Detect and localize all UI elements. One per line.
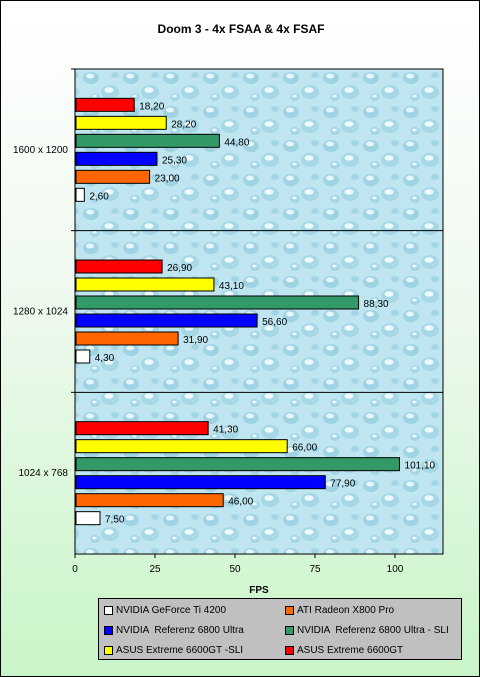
bar: [75, 277, 215, 292]
bar: [75, 313, 258, 328]
legend-label: NVIDIA Referenz 6800 Ultra: [116, 624, 244, 636]
legend-item: ASUS Extreme 6600GT -SLI: [99, 640, 280, 660]
legend-item: NVIDIA Referenz 6800 Ultra - SLI: [280, 620, 461, 640]
bar: [75, 97, 135, 112]
data-label: 18,20: [139, 101, 164, 112]
bar: [75, 151, 158, 166]
data-label: 26,90: [167, 263, 192, 274]
data-label: 2,60: [89, 191, 109, 202]
category-label: 1280 x 1024: [13, 307, 68, 318]
bar: [75, 439, 288, 454]
legend-swatch: [104, 605, 113, 615]
bar: [75, 493, 224, 508]
legend-item: ATI Radeon X800 Pro: [280, 600, 461, 620]
data-label: 7,50: [105, 515, 125, 526]
bar: [75, 187, 85, 202]
legend-swatch: [285, 625, 294, 635]
legend-label: NVIDIA Referenz 6800 Ultra - SLI: [297, 624, 449, 636]
bar: [75, 511, 101, 526]
bar: [75, 259, 163, 274]
bar: [75, 331, 179, 346]
data-label: 88,30: [364, 299, 389, 310]
legend-item: NVIDIA Referenz 6800 Ultra: [99, 620, 280, 640]
data-label: 66,00: [292, 443, 317, 454]
plot-area: [74, 68, 444, 555]
chart-title: Doom 3 - 4x FSAA & 4x FSAF: [158, 22, 325, 36]
data-label: 23,00: [155, 173, 180, 184]
bar: [75, 421, 209, 436]
legend-swatch: [104, 645, 113, 655]
bar: [75, 133, 220, 148]
data-label: 44,80: [224, 137, 249, 148]
data-label: 28,20: [171, 119, 196, 130]
legend-swatch: [285, 645, 294, 655]
bar: [75, 457, 401, 472]
data-label: 31,90: [183, 335, 208, 346]
x-tick-label: 100: [387, 564, 404, 575]
bar: [75, 295, 360, 310]
legend: NVIDIA GeForce Ti 4200 ATI Radeon X800 Pr…: [98, 598, 462, 660]
legend-item: NVIDIA GeForce Ti 4200: [99, 600, 280, 620]
bar: [75, 115, 167, 130]
x-tick-label: 0: [72, 564, 78, 575]
category-label: 1600 x 1200: [13, 145, 68, 156]
bar: [75, 349, 91, 364]
data-label: 46,00: [228, 497, 253, 508]
legend-label: NVIDIA GeForce Ti 4200: [116, 604, 227, 616]
data-label: 43,10: [219, 281, 244, 292]
bar: [75, 475, 326, 490]
data-label: 77,90: [330, 479, 355, 490]
x-tick-label: 25: [149, 564, 161, 575]
legend-swatch: [285, 605, 294, 615]
x-axis-title: FPS: [249, 585, 269, 596]
x-tick-label: 75: [309, 564, 321, 575]
legend-label: ASUS Extreme 6600GT: [297, 644, 404, 656]
x-tick-label: 50: [229, 564, 241, 575]
data-label: 56,60: [262, 317, 287, 328]
category-label: 1024 x 768: [19, 468, 69, 479]
legend-item: ASUS Extreme 6600GT: [280, 640, 461, 660]
legend-label: ATI Radeon X800 Pro: [297, 604, 395, 616]
legend-swatch: [104, 625, 113, 635]
data-label: 4,30: [95, 353, 115, 364]
legend-label: ASUS Extreme 6600GT -SLI: [116, 644, 244, 656]
bar: [75, 169, 151, 184]
data-label: 25,30: [162, 155, 187, 166]
data-label: 101,10: [405, 461, 436, 472]
data-label: 41,30: [213, 425, 238, 436]
